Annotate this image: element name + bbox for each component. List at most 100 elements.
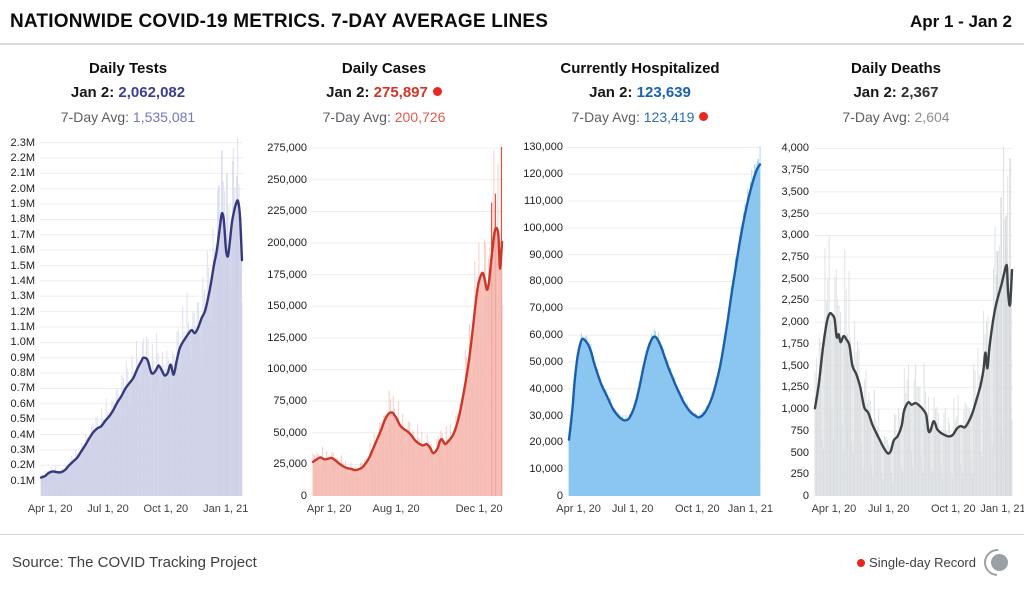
- avg-area: [568, 164, 761, 497]
- y-tick-label: 1.1M: [10, 320, 35, 333]
- y-tick-label: 1.6M: [10, 244, 35, 257]
- y-tick-label: 0.7M: [10, 382, 35, 395]
- y-tick-label: 750: [790, 424, 809, 437]
- y-tick-label: 0.2M: [10, 459, 35, 472]
- x-tick-label: Oct 1, 20: [143, 503, 189, 515]
- y-tick-label: 100,000: [523, 221, 563, 234]
- record-dot-icon: [699, 112, 709, 121]
- chart-svg-currently-hospitalized: [568, 146, 761, 497]
- avg-stat-label: 7-Day Avg:: [60, 109, 133, 125]
- panel-title: Daily Tests: [88, 60, 168, 77]
- y-tick-label: 175,000: [267, 268, 307, 281]
- y-tick-label: 50,000: [273, 426, 307, 439]
- x-tick-label: Oct 1, 20: [930, 503, 976, 515]
- y-tick-label: 1.4M: [10, 274, 35, 287]
- y-tick-label: 110,000: [524, 195, 563, 208]
- panel-title: Daily Deaths: [850, 60, 942, 77]
- y-tick-label: 2,000: [781, 316, 809, 329]
- logo-ball: [991, 554, 1008, 571]
- avg-stat-label: 7-Day Avg:: [571, 109, 644, 125]
- y-axis: 0 250 500 750 1,000 1,250 1,500 1,750 2,000 2,250…: [768, 138, 814, 502]
- panel-daily-tests: Daily Tests Jan 2: 2,062,082 7-Day Avg: 1,…: [0, 51, 256, 534]
- x-tick-label: Jul 1, 20: [87, 503, 129, 515]
- y-tick-label: 100,000: [267, 363, 307, 376]
- y-tick-label: 120,000: [523, 168, 563, 181]
- avg-stat: 7-Day Avg: 200,726: [256, 105, 512, 129]
- y-tick-label: 200,000: [267, 236, 307, 249]
- latest-stat-label: Jan 2:: [853, 84, 901, 101]
- chart-area: 0 250 500 750 1,000 1,250 1,500 1,750 2,000 2,250…: [768, 138, 1024, 520]
- avg-area: [814, 265, 1013, 496]
- x-tick-label: Jul 1, 20: [867, 503, 910, 515]
- avg-area: [312, 227, 503, 496]
- avg-stat-value: 200,726: [394, 109, 446, 125]
- y-tick-label: 40,000: [529, 382, 563, 395]
- header: NATIONWIDE COVID-19 METRICS. 7-DAY AVERA…: [0, 0, 1024, 45]
- latest-stat-value: 275,897: [373, 84, 428, 101]
- y-axis: 0 25,000 50,000 75,000 100,000 125,000 150,000…: [256, 138, 312, 502]
- avg-line: [313, 228, 502, 470]
- daily-bar: [759, 146, 761, 496]
- y-tick-label: 0.3M: [10, 443, 35, 456]
- x-tick-label: Dec 1, 20: [455, 503, 503, 515]
- latest-stat-label: Jan 2:: [70, 84, 119, 101]
- y-tick-label: 125,000: [267, 331, 307, 344]
- avg-stat-label: 7-Day Avg:: [322, 109, 395, 125]
- y-tick-label: 1.0M: [10, 336, 35, 349]
- y-tick-label: 3,500: [781, 185, 809, 198]
- avg-line: [569, 164, 760, 439]
- x-tick-label: Apr 1, 20: [306, 503, 352, 515]
- date-range: Apr 1 - Jan 2: [909, 11, 1012, 31]
- y-tick-label: 250,000: [267, 173, 307, 186]
- avg-stat-value: 123,419: [643, 109, 695, 125]
- y-tick-label: 1,250: [781, 381, 809, 394]
- y-tick-label: 0.9M: [10, 351, 35, 364]
- y-tick-label: 1.3M: [10, 290, 35, 303]
- record-dot-icon: [432, 87, 442, 96]
- y-tick-label: 70,000: [529, 302, 563, 315]
- y-tick-label: 3,000: [781, 229, 809, 242]
- latest-stat-label: Jan 2:: [326, 84, 374, 101]
- y-tick-label: 1,750: [781, 337, 809, 350]
- x-tick-label: Jan 1, 21: [203, 503, 249, 515]
- y-tick-label: 0: [300, 490, 307, 502]
- y-tick-label: 3,750: [781, 164, 809, 177]
- avg-stat: 7-Day Avg: 123,419: [512, 105, 768, 129]
- y-tick-label: 0: [556, 490, 563, 502]
- panel-title: Currently Hospitalized: [560, 60, 720, 77]
- y-tick-label: 275,000: [267, 142, 307, 155]
- panels-row: Daily Tests Jan 2: 2,062,082 7-Day Avg: 1,…: [0, 45, 1024, 534]
- y-axis: 0 10,000 20,000 30,000 40,000 50,000 60,000 70,…: [512, 138, 568, 502]
- y-axis: 0.1M 0.2M 0.3M 0.4M 0.5M 0.6M 0.7M 0.8M 0.9M 1.0M…: [0, 136, 40, 496]
- y-tick-label: 0.4M: [10, 428, 35, 441]
- y-tick-label: 2,500: [781, 272, 809, 285]
- x-tick-label: Oct 1, 20: [674, 503, 720, 515]
- latest-stat: Jan 2: 2,367: [768, 81, 1024, 105]
- chart-area: 0.1M 0.2M 0.3M 0.4M 0.5M 0.6M 0.7M 0.8M 0.9M 1.0M…: [0, 136, 256, 520]
- y-tick-label: 1.8M: [10, 213, 35, 226]
- x-tick-label: Apr 1, 20: [811, 503, 857, 515]
- plot: Apr 1, 20 Aug 1, 20 Dec 1, 20: [307, 138, 503, 520]
- avg-line: [41, 200, 242, 477]
- panel-currently-hospitalized: Currently Hospitalized Jan 2: 123,639 7-Da…: [512, 51, 773, 534]
- y-tick-label: 130,000: [523, 141, 563, 154]
- latest-stat: Jan 2: 2,062,082: [0, 81, 256, 105]
- avg-line: [815, 265, 1012, 454]
- avg-area: [41, 200, 242, 496]
- plot: Apr 1, 20 Jul 1, 20 Oct 1, 20 Jan 1, 21: [556, 138, 773, 520]
- y-tick-label: 250: [790, 468, 809, 481]
- y-tick-label: 2.3M: [10, 136, 35, 149]
- record-dot-icon: [857, 558, 866, 567]
- y-tick-label: 10,000: [529, 463, 563, 476]
- y-tick-label: 0: [802, 490, 809, 502]
- plot: Apr 1, 20 Jul 1, 20 Oct 1, 20 Jan 1, 21: [28, 138, 248, 520]
- x-tick-label: Jul 1, 20: [611, 503, 654, 515]
- latest-stat-value: 123,639: [636, 84, 691, 101]
- x-axis: Apr 1, 20 Jul 1, 20 Oct 1, 20 Jan 1, 21: [556, 496, 773, 520]
- daily-bar: [814, 371, 816, 496]
- page-title: NATIONWIDE COVID-19 METRICS. 7-DAY AVERA…: [10, 10, 549, 32]
- y-tick-label: 1.2M: [10, 305, 35, 318]
- latest-stat-label: Jan 2:: [589, 84, 637, 101]
- y-tick-label: 0.1M: [10, 474, 35, 487]
- record-legend: Single-day Record: [857, 543, 1017, 582]
